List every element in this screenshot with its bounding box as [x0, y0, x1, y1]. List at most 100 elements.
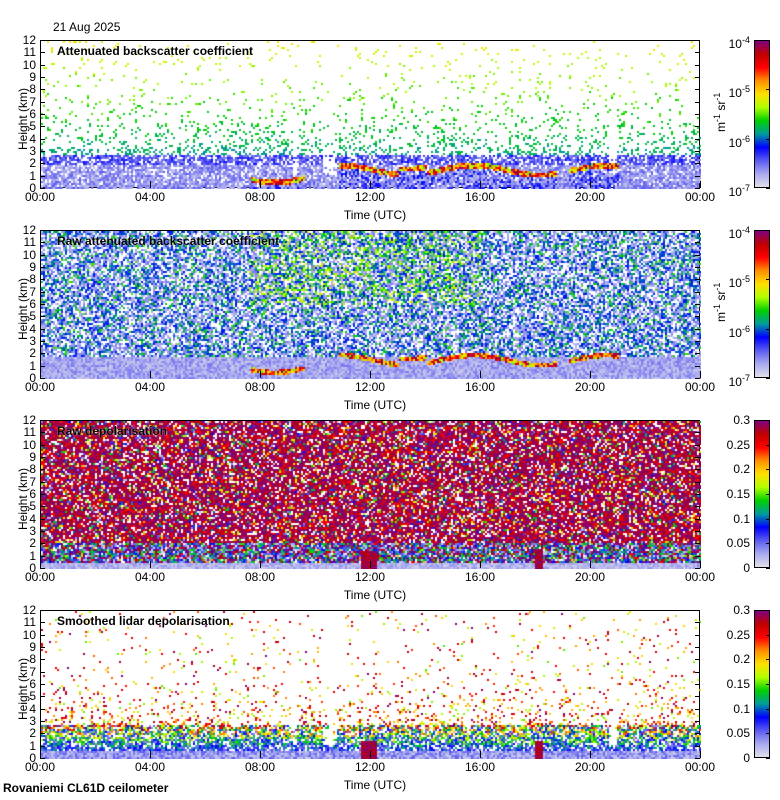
colorbar-tick-base: 0.25: [726, 627, 750, 642]
plot-area: Raw attenuated backscatter coefficient: [40, 230, 701, 379]
date-label: 21 Aug 2025: [53, 20, 121, 34]
colorbar-tick-base: 10: [728, 185, 742, 199]
colorbar-tick-base: 10: [728, 375, 742, 389]
x-tick-label: 00:00: [24, 760, 56, 774]
y-tick-label: 9: [29, 640, 36, 654]
y-tick: [695, 52, 700, 54]
colorbar-tick-exponent: -6: [741, 323, 750, 334]
y-tick: [40, 52, 45, 54]
y-tick: [695, 659, 700, 661]
y-tick: [40, 543, 45, 545]
y-tick-label: 0: [29, 561, 36, 575]
y-tick: [695, 188, 700, 189]
y-tick-label: 1: [29, 168, 36, 183]
x-tick: [700, 371, 701, 378]
y-tick-label: 2: [29, 536, 36, 551]
colorbar-tick-label: 0.2: [710, 463, 750, 475]
y-tick: [40, 684, 45, 685]
y-tick: [695, 543, 700, 545]
plot-area: Attenuated backscatter coefficient: [40, 40, 701, 189]
y-tick-label: 10: [22, 437, 36, 452]
y-tick-label: 4: [29, 701, 36, 716]
y-tick: [40, 151, 45, 152]
y-tick-label: 3: [29, 334, 36, 348]
y-axis-label: Height (km): [16, 657, 30, 720]
colorbar-tick-exponent: -6: [741, 133, 750, 144]
y-tick-label: 6: [29, 297, 36, 311]
y-tick: [40, 647, 45, 648]
unit-exp: -1: [712, 113, 722, 122]
y-tick-label: 9: [29, 450, 36, 464]
y-tick: [40, 101, 45, 103]
x-tick-label: 04:00: [134, 570, 166, 584]
y-tick-label: 5: [29, 499, 36, 514]
y-tick: [40, 506, 45, 508]
colorbar-tick-base: 0.05: [726, 536, 750, 551]
y-tick-label: 2: [29, 156, 36, 171]
unit-exp: -1: [712, 282, 722, 291]
colorbar-tick-exponent: -5: [741, 84, 750, 95]
colorbar-tick-label: 10-7: [710, 182, 750, 198]
colorbar-tick-label: 10-5: [710, 273, 750, 289]
colorbar-tick: [766, 89, 770, 91]
colorbar-tick-base: 10: [728, 276, 742, 291]
colorbar-tick: [766, 230, 770, 231]
colorbar-tick-base: 0.05: [726, 726, 750, 741]
colorbar-tick: [766, 610, 770, 611]
colorbar: [754, 40, 770, 188]
heatmap-canvas: [41, 421, 701, 569]
colorbar-tick: [766, 568, 770, 569]
y-tick: [695, 328, 700, 330]
y-tick: [695, 745, 700, 747]
y-tick: [40, 279, 45, 281]
y-tick-label: 4: [29, 321, 36, 336]
colorbar-tick-label: 0.3: [710, 414, 750, 426]
y-tick: [40, 267, 45, 268]
x-tick-label: 00:00: [684, 190, 716, 204]
x-tick-label: 12:00: [354, 570, 386, 584]
y-tick: [40, 568, 45, 569]
colorbar-tick-base: 10: [728, 227, 742, 241]
colorbar-tick: [766, 469, 770, 471]
y-tick: [695, 481, 700, 483]
colorbar-tick: [766, 138, 770, 140]
y-tick: [695, 291, 700, 293]
y-tick-label: 4: [29, 131, 36, 146]
y-tick: [40, 622, 45, 624]
x-tick: [260, 371, 261, 378]
y-tick: [40, 163, 45, 165]
y-tick: [695, 230, 700, 231]
x-tick-label: 00:00: [684, 380, 716, 394]
panel-title: Smoothed lidar depolarisation: [57, 614, 230, 628]
plot-area: Raw depolarisation: [40, 420, 701, 569]
y-tick: [40, 64, 45, 66]
x-tick: [590, 181, 591, 188]
colorbar-tick-label: 0: [710, 752, 750, 764]
y-tick: [695, 365, 700, 367]
x-tick-label: 16:00: [464, 380, 496, 394]
x-tick: [150, 371, 151, 378]
x-tick: [40, 181, 41, 188]
y-tick-label: 12: [22, 413, 36, 427]
colorbar-tick-base: 10: [728, 325, 742, 340]
colorbar-tick-exponent: -4: [741, 35, 750, 45]
y-tick: [695, 420, 700, 421]
x-axis-label: Time (UTC): [343, 208, 407, 222]
y-tick: [695, 721, 700, 722]
y-tick-label: 11: [23, 425, 36, 440]
y-tick: [695, 89, 700, 91]
x-tick-label: 08:00: [244, 380, 276, 394]
y-tick-label: 9: [29, 260, 36, 274]
y-tick: [40, 531, 45, 532]
y-tick: [40, 175, 45, 177]
y-tick-label: 3: [29, 714, 36, 728]
x-tick: [150, 561, 151, 568]
y-tick: [40, 40, 45, 41]
y-tick: [695, 647, 700, 648]
y-tick-label: 2: [29, 726, 36, 741]
y-tick: [695, 163, 700, 165]
y-tick-label: 5: [29, 309, 36, 324]
x-tick: [480, 561, 481, 568]
y-tick-label: 1: [29, 738, 36, 753]
x-tick: [370, 751, 371, 758]
